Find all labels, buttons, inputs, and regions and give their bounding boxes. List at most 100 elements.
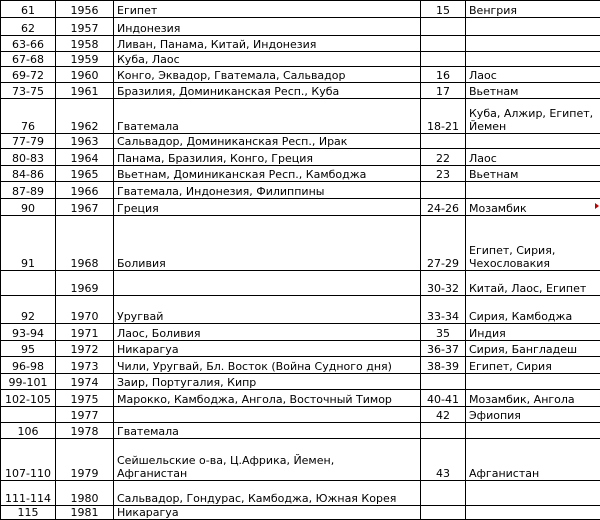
- year-cell: 1962: [56, 99, 114, 134]
- year-cell: 1968: [56, 216, 114, 271]
- countries-cell: Никарагуа: [114, 341, 421, 357]
- row-number: 87-89: [12, 185, 44, 198]
- row-number-cell: 92: [1, 296, 56, 324]
- row-number-2: 30-32: [427, 282, 459, 295]
- row-number-2: 22: [436, 152, 450, 165]
- countries-2: Венгрия: [469, 4, 517, 17]
- year: 1972: [71, 343, 99, 356]
- year: 1977: [71, 409, 99, 422]
- countries-2: Афганистан: [469, 467, 539, 480]
- row-number-cell: 95: [1, 341, 56, 357]
- year: 1973: [71, 360, 99, 373]
- row-number: 84-86: [12, 168, 44, 181]
- row-number-cell: 63-66: [1, 36, 56, 52]
- countries-cell: Ливан, Панама, Китай, Индонезия: [114, 36, 421, 52]
- countries-2-cell: [466, 182, 600, 199]
- row-number-2: 17: [436, 85, 450, 98]
- countries: Сальвадор, Доминиканская Респ., Ирак: [117, 135, 347, 148]
- year: 1957: [71, 22, 99, 35]
- year: 1980: [71, 492, 99, 505]
- year-cell: 1964: [56, 149, 114, 166]
- year-cell: 1963: [56, 134, 114, 149]
- countries-cell: Уругвай: [114, 296, 421, 324]
- row-number-cell: 106: [1, 423, 56, 439]
- countries-2-cell: [466, 481, 600, 506]
- row-number-2-cell: 36-37: [421, 341, 466, 357]
- countries-2: Лаос: [469, 69, 497, 82]
- row-number-2-cell: 27-29: [421, 216, 466, 271]
- countries: Гватемала: [117, 120, 179, 133]
- countries-cell: Индонезия: [114, 18, 421, 36]
- row-number: 90: [21, 202, 35, 215]
- row-number: 76: [21, 120, 35, 133]
- countries-2-cell: Венгрия: [466, 1, 600, 18]
- row-number-2-cell: 30-32: [421, 271, 466, 296]
- year: 1969: [71, 282, 99, 295]
- year-cell: 1974: [56, 374, 114, 390]
- countries: Никарагуа: [117, 343, 179, 356]
- row-number-2: 42: [436, 409, 450, 422]
- year-cell: 1966: [56, 182, 114, 199]
- year: 1963: [71, 135, 99, 148]
- row-number-2-cell: 18-21: [421, 99, 466, 134]
- row-number-2-cell: 22: [421, 149, 466, 166]
- year-cell: 1960: [56, 67, 114, 83]
- year: 1959: [71, 53, 99, 66]
- row-number-2-cell: [421, 182, 466, 199]
- row-number-2: 23: [436, 168, 450, 181]
- year-cell: 1959: [56, 52, 114, 67]
- year: 1964: [71, 152, 99, 165]
- row-number-2-cell: 16: [421, 67, 466, 83]
- row-number-2: 40-41: [427, 393, 459, 406]
- year-cell: 1970: [56, 296, 114, 324]
- row-number-2-cell: 23: [421, 166, 466, 182]
- row-number-2-cell: [421, 134, 466, 149]
- row-number-cell: 90: [1, 199, 56, 216]
- row-number: 93-94: [12, 327, 44, 340]
- row-number-2-cell: [421, 423, 466, 439]
- countries-2: Мозамбик: [469, 202, 527, 215]
- countries-cell: Чили, Уругвай, Бл. Восток (Война Судного…: [114, 357, 421, 374]
- row-number: 106: [18, 425, 39, 438]
- year: 1967: [71, 202, 99, 215]
- row-number: 77-79: [12, 135, 44, 148]
- row-number-2-cell: 35: [421, 324, 466, 341]
- row-number-cell: 91: [1, 216, 56, 271]
- countries-2-cell: [466, 52, 600, 67]
- row-number-2-cell: [421, 374, 466, 390]
- countries-2-cell: [466, 374, 600, 390]
- row-number-2: 16: [436, 69, 450, 82]
- row-number-cell: 61: [1, 1, 56, 18]
- year-cell: 1978: [56, 423, 114, 439]
- row-number-cell: 115: [1, 506, 56, 520]
- row-number: 92: [21, 310, 35, 323]
- row-number-cell: 96-98: [1, 357, 56, 374]
- countries: Куба, Лаос: [117, 53, 180, 66]
- countries-2: Вьетнам: [469, 85, 518, 98]
- row-number-2-cell: [421, 481, 466, 506]
- countries-2-cell: [466, 134, 600, 149]
- countries-2-cell: Египет, Сирия,Чехословакия: [466, 216, 600, 271]
- countries-2: Индия: [469, 327, 506, 340]
- countries: Панама, Бразилия, Конго, Греция: [117, 152, 313, 165]
- row-number-2-cell: 17: [421, 83, 466, 99]
- year-cell: 1956: [56, 1, 114, 18]
- row-number-2: 35: [436, 327, 450, 340]
- countries-2-cell: Сирия, Камбоджа: [466, 296, 600, 324]
- year: 1970: [71, 310, 99, 323]
- countries-cell: Бразилия, Доминиканская Респ., Куба: [114, 83, 421, 99]
- row-number-2: 43: [436, 467, 450, 480]
- countries-2-cell: [466, 18, 600, 36]
- row-number-2-cell: [421, 52, 466, 67]
- row-number: 96-98: [12, 360, 44, 373]
- countries: Никарагуа: [117, 506, 179, 519]
- countries-cell: Гватемала: [114, 99, 421, 134]
